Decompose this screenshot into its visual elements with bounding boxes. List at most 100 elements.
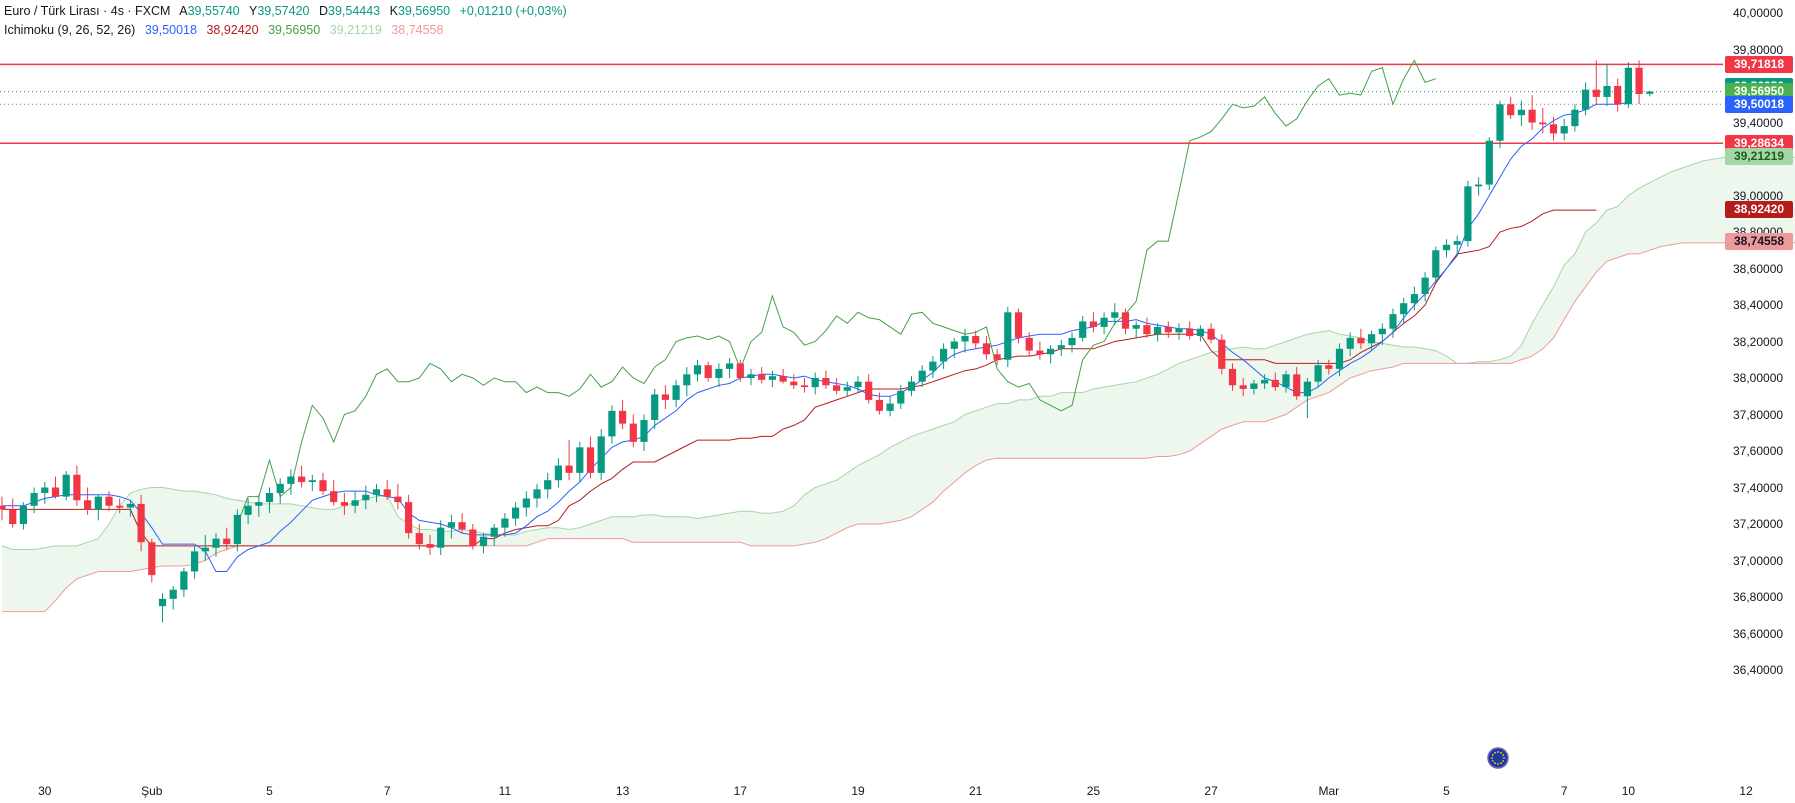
candle-body	[726, 363, 734, 369]
cloud-segment	[1714, 157, 1725, 243]
cloud-segment	[1532, 305, 1543, 357]
candle-body	[1261, 379, 1269, 384]
cloud-segment	[815, 483, 826, 543]
candle-body	[233, 514, 241, 545]
candle-body	[255, 502, 263, 506]
cloud-segment	[515, 531, 527, 546]
candle-body	[180, 571, 188, 590]
cloud-segment	[1681, 164, 1693, 243]
cloud-segment	[1360, 337, 1372, 375]
candle-body	[661, 394, 669, 400]
candle-body	[1089, 321, 1097, 327]
candle-body	[1400, 303, 1408, 315]
cloud-segment	[504, 534, 516, 546]
candle-body	[1282, 374, 1290, 388]
candle-body	[1154, 326, 1162, 335]
cloud-segment	[1671, 168, 1682, 245]
candle-body	[1100, 317, 1108, 327]
price-badge: 39,71818	[1725, 55, 1793, 73]
eu-star	[1502, 754, 1505, 756]
candle-body	[929, 361, 937, 371]
candle-body	[330, 491, 338, 503]
candle-body	[41, 487, 49, 493]
candle-body	[918, 370, 926, 382]
cloud-segment	[997, 403, 1008, 459]
price-tick-label: 38,00000	[1733, 371, 1784, 385]
cloud-segment	[740, 511, 751, 546]
cloud-segment	[965, 410, 976, 473]
cloud-segment	[890, 441, 901, 523]
time-tick-label: Mar	[1318, 784, 1340, 798]
time-tick-label: 5	[266, 784, 273, 798]
time-tick-label: 11	[498, 784, 512, 798]
candle-body	[512, 507, 520, 519]
price-tick-label: 36,40000	[1733, 663, 1784, 677]
symbol-title[interactable]: Euro / Türk Lirası · 4s · FXCM	[4, 4, 171, 18]
ichimoku-legend[interactable]: Ichimoku (9, 26, 52, 26) 39,50018 38,924…	[4, 23, 443, 37]
candle-body	[1111, 312, 1119, 318]
candle-body	[490, 527, 498, 537]
cloud-segment	[590, 520, 602, 539]
cloud-segment	[1061, 392, 1072, 459]
candle-body	[1079, 321, 1087, 338]
cloud-segment	[1243, 346, 1254, 422]
cloud-segment	[1072, 392, 1083, 459]
candle-body	[533, 489, 541, 499]
price-axis[interactable]: 40,0000039,8000039,6000039,4000039,20000…	[1723, 0, 1795, 803]
cloud-segment	[686, 516, 698, 543]
cloud-segment	[1746, 157, 1757, 243]
candle-body	[84, 500, 92, 510]
candle-body	[651, 394, 659, 420]
candle-body	[1143, 325, 1151, 335]
candle-body	[1389, 314, 1397, 329]
cloud-segment	[1607, 206, 1618, 262]
ichimoku-label[interactable]: Ichimoku (9, 26, 52, 26)	[4, 23, 136, 37]
candle-body	[758, 374, 766, 380]
cloud-segment	[1157, 368, 1169, 457]
open-value: 39,55740	[187, 4, 240, 18]
candle-body	[458, 522, 466, 530]
cloud-segment	[1393, 345, 1404, 368]
candle-body	[1475, 184, 1483, 187]
cloud-segment	[1564, 253, 1575, 320]
cloud-segment	[708, 514, 719, 543]
price-badge: 39,21219	[1725, 148, 1793, 166]
candle-body	[704, 365, 712, 378]
candle-body	[62, 474, 70, 497]
cloud-segment	[162, 487, 174, 566]
conversion-value: 39,50018	[144, 23, 197, 37]
candle-body	[1453, 241, 1461, 245]
cloud-segment	[526, 529, 537, 546]
cloud-segment	[55, 545, 67, 601]
price-tick-label: 39,00000	[1733, 188, 1784, 203]
candle-body	[201, 547, 209, 552]
eu-flag-icon[interactable]	[1487, 747, 1509, 769]
time-tick-label: Şub	[141, 784, 163, 798]
cloud-segment	[301, 505, 313, 546]
candle-body	[1496, 104, 1504, 141]
cloud-segment	[718, 513, 730, 543]
price-tick-label: 40,00000	[1733, 6, 1784, 20]
price-tick-label: 39,80000	[1733, 42, 1784, 57]
candle-body	[298, 476, 306, 483]
time-tick-label: 12	[1739, 784, 1753, 798]
cloud-segment	[1425, 348, 1436, 364]
candle-body	[437, 527, 445, 548]
cloud-segment	[1253, 348, 1265, 422]
candle-body	[1571, 109, 1579, 127]
candle-body	[1507, 104, 1515, 116]
cloud-segment	[1232, 346, 1244, 426]
candle-body	[1175, 328, 1183, 333]
cloud-segment	[1029, 396, 1040, 459]
cloud-segment	[665, 516, 677, 543]
cloud-segment	[1500, 356, 1511, 364]
candle-body	[126, 503, 134, 508]
candle-body	[1014, 312, 1023, 338]
cloud-segment	[761, 513, 773, 546]
cloud-segment	[772, 511, 784, 546]
cloud-segment	[1510, 345, 1522, 364]
candle-body	[1303, 381, 1311, 397]
price-badge: 39,28634	[1725, 134, 1793, 152]
time-axis[interactable]: 30Şub5711131719212527Mar57101214	[0, 776, 1753, 803]
